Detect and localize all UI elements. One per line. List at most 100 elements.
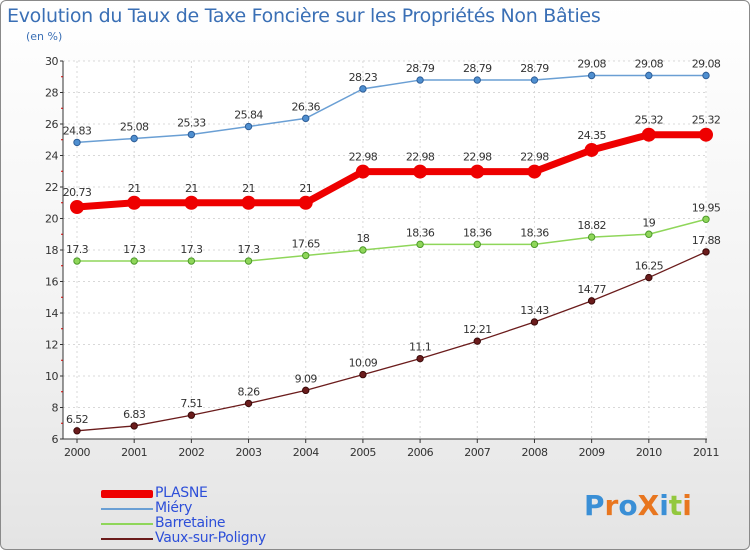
x-tick-label: 2008	[521, 446, 547, 459]
data-label-mi-ry: 29.08	[635, 57, 664, 70]
data-label-mi-ry: 29.08	[577, 57, 606, 70]
data-point-mi-ry	[473, 76, 481, 84]
data-label-barretaine: 18	[357, 232, 370, 245]
legend-swatch-miery	[101, 508, 153, 510]
data-label-barretaine: 18.36	[406, 226, 435, 239]
data-label-barretaine: 18.82	[577, 219, 606, 232]
y-tick-label: 16	[45, 276, 58, 289]
data-point-mi-ry	[244, 122, 253, 131]
data-point-barretaine	[473, 240, 481, 249]
data-label-vaux-sur-poligny: 12.21	[463, 323, 492, 336]
data-point-barretaine	[302, 251, 310, 260]
data-point-barretaine	[130, 257, 138, 265]
data-point-vaux-sur-poligny	[473, 337, 481, 345]
y-tick-label: 10	[45, 370, 58, 383]
data-label-mi-ry: 26.36	[291, 100, 320, 113]
data-point-plasne	[355, 164, 370, 179]
data-label-barretaine: 17.65	[291, 238, 320, 251]
data-point-mi-ry	[416, 76, 424, 84]
data-point-vaux-sur-poligny	[587, 297, 596, 305]
data-label-vaux-sur-poligny: 13.43	[520, 304, 549, 317]
data-label-mi-ry: 28.79	[520, 62, 549, 75]
x-tick-label: 2003	[236, 446, 262, 459]
data-point-vaux-sur-poligny	[187, 411, 196, 419]
data-point-plasne	[70, 200, 84, 215]
data-label-plasne: 21	[299, 182, 312, 195]
data-point-vaux-sur-poligny	[73, 427, 81, 435]
x-tick-label: 2005	[350, 446, 376, 459]
data-point-barretaine	[645, 230, 653, 238]
proxiti-logo: ProXiti	[584, 489, 692, 522]
data-label-vaux-sur-poligny: 11.1	[409, 341, 431, 354]
data-label-barretaine: 18.36	[463, 226, 492, 239]
y-tick-label: 30	[45, 55, 58, 68]
data-point-plasne	[298, 195, 313, 210]
y-tick-label: 22	[45, 181, 58, 194]
data-label-mi-ry: 28.79	[406, 62, 435, 75]
data-label-plasne: 24.35	[577, 129, 606, 142]
data-label-plasne: 22.98	[520, 151, 549, 164]
data-label-vaux-sur-poligny: 9.09	[295, 372, 318, 385]
y-tick-label: 6	[52, 433, 59, 446]
data-label-vaux-sur-poligny: 10.09	[349, 357, 378, 370]
chart-subtitle: (en %)	[26, 30, 63, 43]
data-label-plasne: 20.73	[63, 186, 92, 199]
data-label-mi-ry: 25.84	[234, 109, 263, 122]
data-label-mi-ry: 28.79	[463, 62, 492, 75]
chart-title: Evolution du Taux de Taxe Foncière sur l…	[7, 5, 601, 27]
data-label-plasne: 21	[242, 182, 255, 195]
y-tick-label: 28	[45, 87, 58, 100]
data-point-mi-ry	[359, 85, 367, 93]
data-label-mi-ry: 28.23	[349, 71, 378, 84]
x-tick-label: 2011	[693, 446, 719, 459]
data-label-barretaine: 17.3	[180, 243, 203, 256]
data-label-plasne: 22.98	[463, 151, 492, 164]
x-tick-label: 2000	[64, 446, 90, 459]
data-label-plasne: 25.32	[692, 114, 721, 127]
data-label-mi-ry: 25.33	[177, 117, 206, 130]
data-point-vaux-sur-poligny	[359, 370, 367, 379]
logo-letter: r	[604, 489, 619, 522]
data-label-plasne: 21	[128, 182, 141, 195]
legend-swatch-plasne	[101, 490, 153, 498]
data-label-barretaine: 17.3	[66, 243, 89, 256]
data-point-mi-ry	[187, 130, 196, 139]
logo-letter: i	[659, 489, 669, 522]
data-point-mi-ry	[530, 76, 539, 84]
data-point-barretaine	[416, 240, 424, 249]
legend-item-vaux: Vaux-sur-Poligny	[101, 530, 341, 546]
x-tick-label: 2009	[579, 446, 605, 459]
series-line-vaux-sur-poligny	[76, 251, 707, 432]
legend-item-miery: Miéry	[101, 500, 341, 516]
series-line-mi-ry	[76, 74, 707, 144]
x-tick-label: 2006	[407, 446, 433, 459]
y-tick-label: 18	[45, 244, 58, 257]
data-point-barretaine	[187, 257, 196, 265]
legend-swatch-barretaine	[101, 523, 153, 525]
data-point-vaux-sur-poligny	[530, 318, 539, 326]
data-label-barretaine: 19.95	[692, 201, 721, 214]
logo-letter: o	[618, 489, 638, 522]
data-point-barretaine	[73, 257, 81, 265]
legend-item-barretaine: Barretaine	[101, 515, 341, 531]
x-tick-label: 2001	[121, 446, 147, 459]
data-point-vaux-sur-poligny	[702, 248, 710, 256]
logo-letter: t	[668, 489, 683, 522]
series-line-barretaine	[76, 218, 707, 262]
data-point-barretaine	[587, 233, 596, 241]
data-point-mi-ry	[587, 71, 596, 80]
data-point-barretaine	[244, 257, 253, 265]
data-point-plasne	[584, 142, 599, 157]
logo-letter: X	[637, 489, 660, 522]
y-tick-label: 24	[45, 150, 58, 163]
data-label-barretaine: 19	[642, 216, 655, 229]
data-label-plasne: 22.98	[349, 151, 378, 164]
legend-label-miery: Miéry	[155, 500, 193, 516]
data-point-barretaine	[530, 240, 539, 249]
data-point-plasne	[127, 195, 142, 210]
data-label-vaux-sur-poligny: 6.52	[66, 413, 88, 426]
data-point-plasne	[184, 195, 199, 210]
legend-label-barretaine: Barretaine	[155, 515, 226, 531]
data-point-mi-ry	[702, 71, 710, 80]
